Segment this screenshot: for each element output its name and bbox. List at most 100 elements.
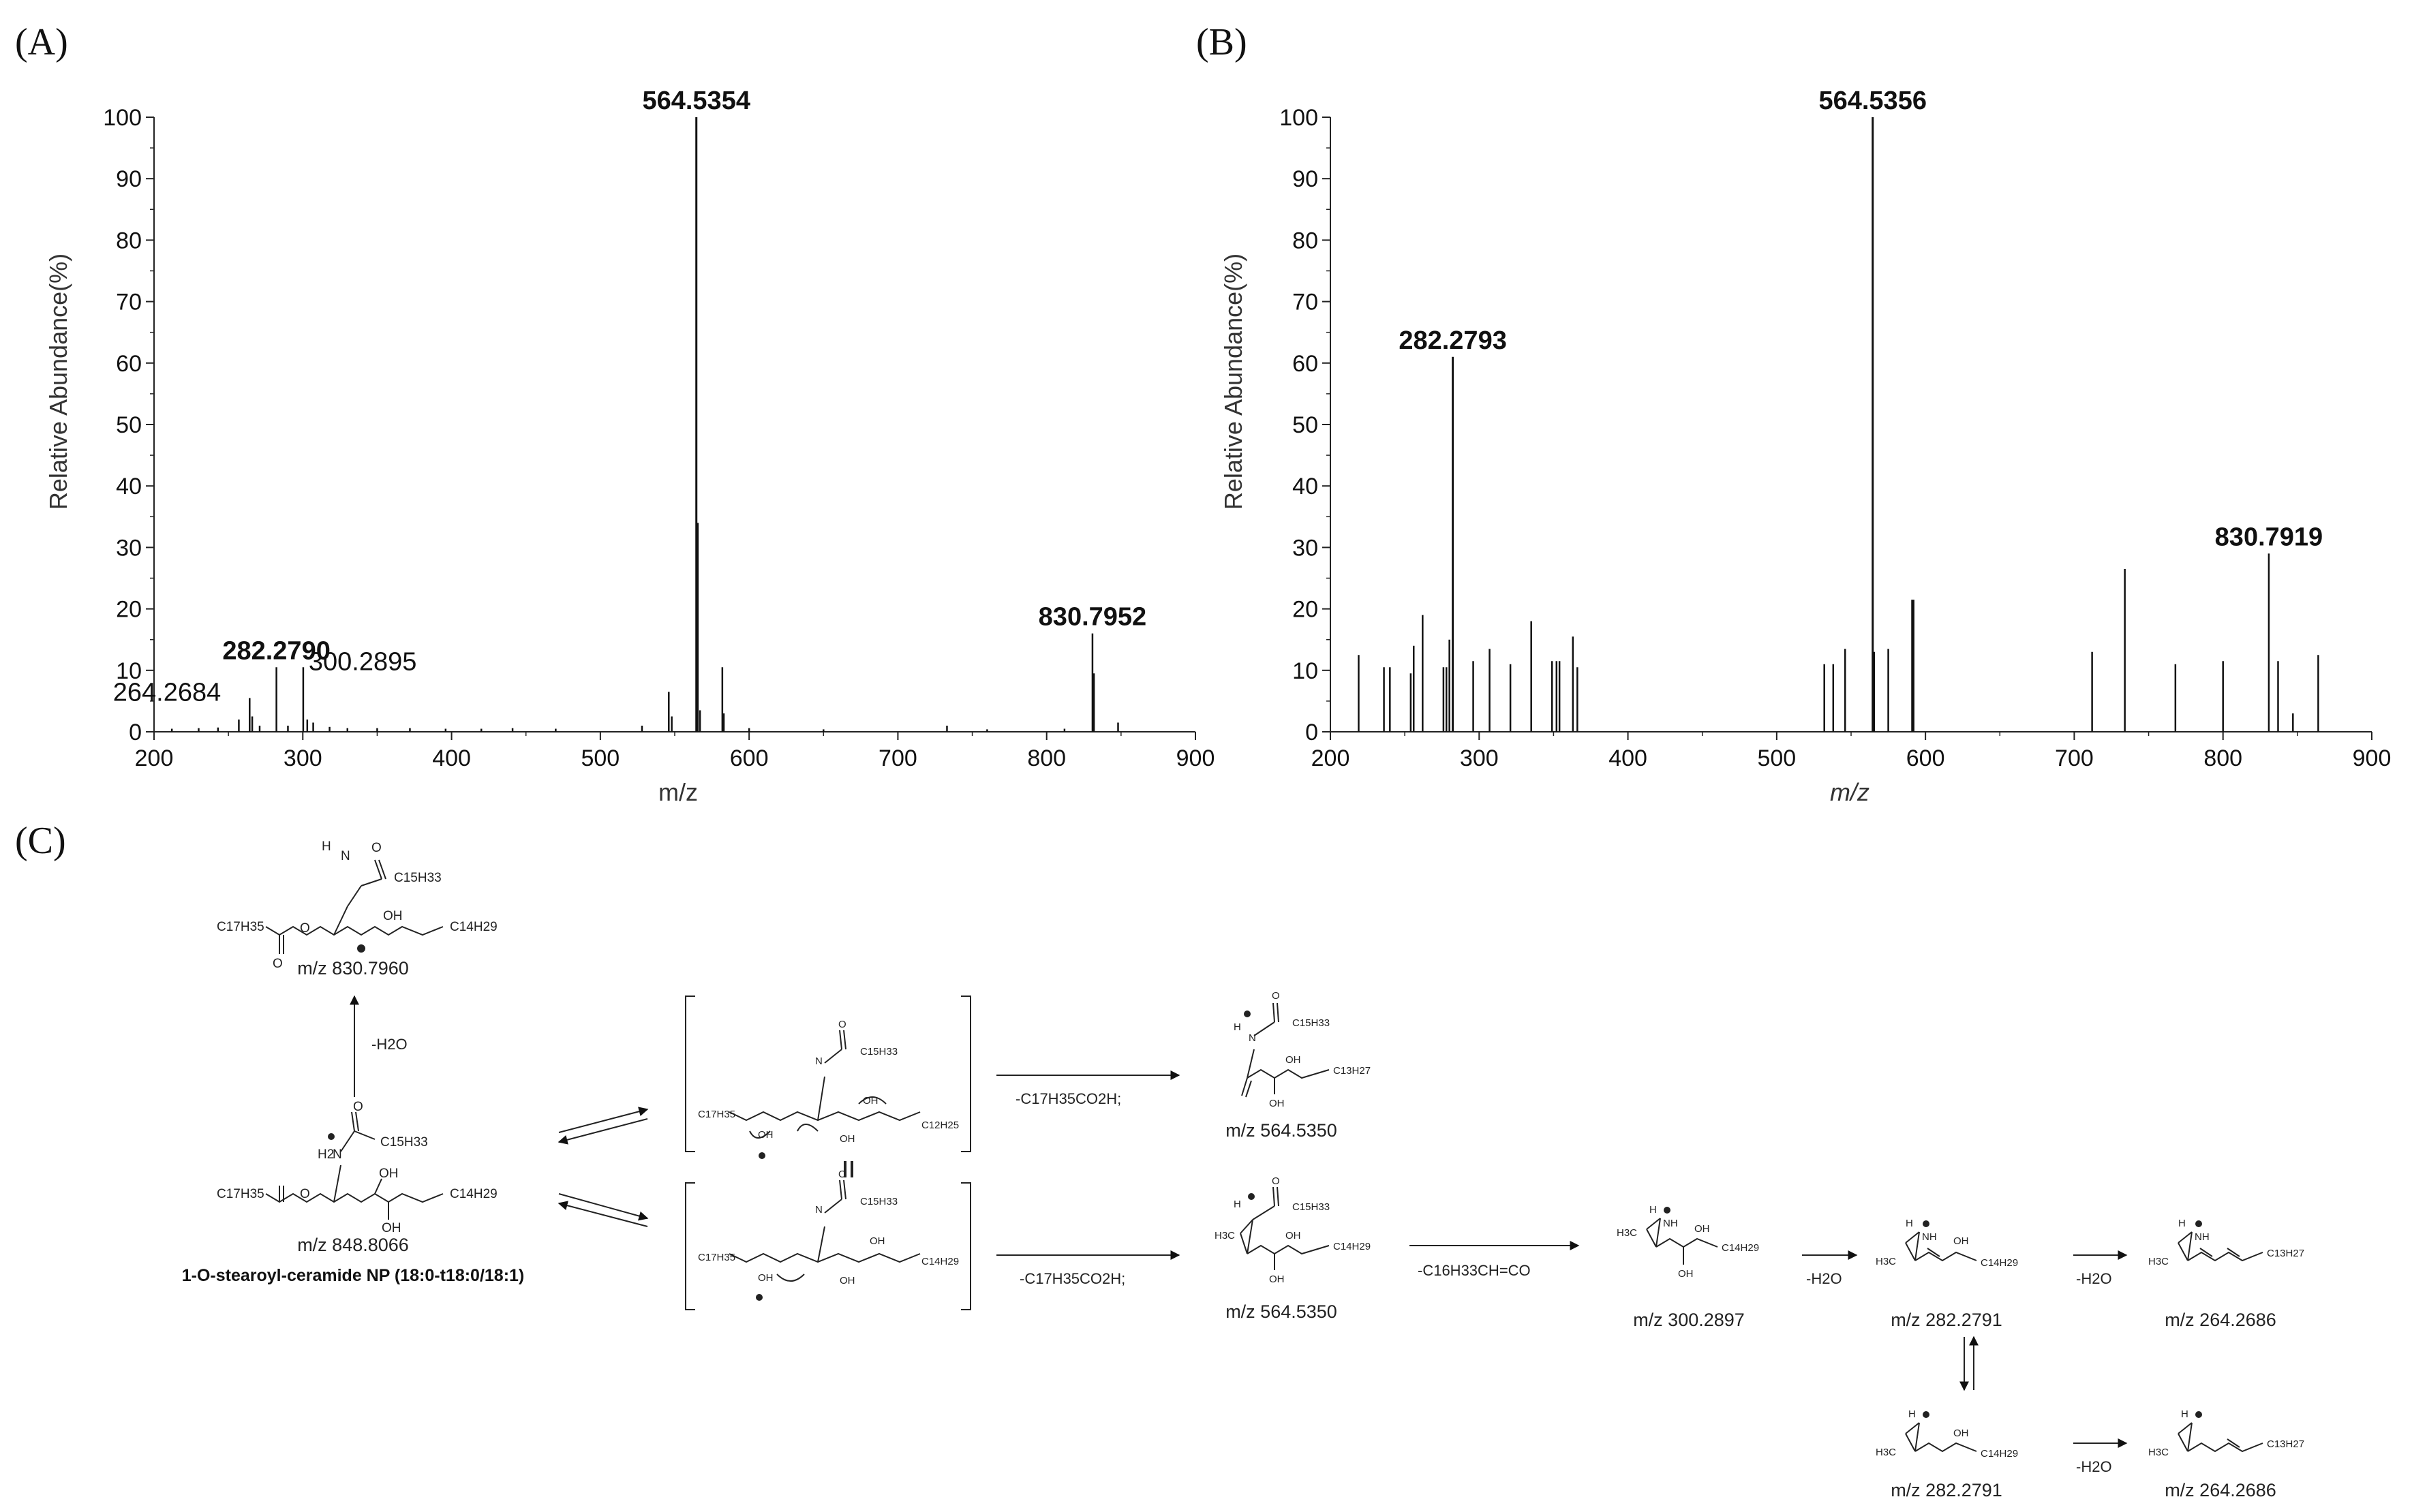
c15h33-prec: C15H33 (380, 1135, 428, 1150)
bracket-upper (685, 996, 971, 1159)
oc-prec: O (353, 1100, 363, 1114)
c15h33-up: C15H33 (860, 1046, 898, 1058)
fragmentation-scheme: C17H35 O O N H O C15H33 OH C14H29 C17H35… (217, 839, 2304, 1475)
y-tick-label: 90 (1292, 166, 1318, 192)
n-up: N (815, 1055, 823, 1067)
mz-300: m/z 300.2897 (1633, 1310, 1745, 1330)
y-tick-label: 20 (1292, 597, 1318, 623)
o2-830: O (273, 957, 283, 971)
c12h25-up: C12H25 (921, 1120, 959, 1131)
oh-830: OH (383, 909, 403, 923)
y-tick-label: 90 (116, 166, 142, 192)
y-tick-label: 80 (1292, 228, 1318, 253)
step-ketene: -C16H33CH=CO (1418, 1262, 1531, 1279)
peak-label: 830.7919 (2215, 523, 2323, 551)
y-tick-label: 20 (116, 597, 142, 623)
h-300: H (1649, 1204, 1657, 1216)
x-tick-label: 900 (2353, 745, 2392, 771)
c17h35-up: C17H35 (698, 1109, 735, 1120)
peak-label: 264.2684 (113, 678, 222, 707)
structure-282-upper (1905, 1220, 1977, 1262)
mz-264-b: m/z 264.2686 (2165, 1480, 2276, 1500)
o-564u: O (1272, 990, 1280, 1002)
nh-264u: NH (2195, 1231, 2210, 1243)
y-tick-label: 40 (116, 474, 142, 499)
x-tick-label: 900 (1176, 745, 1215, 771)
h-282l: H (1908, 1408, 1916, 1420)
structure-830 (265, 859, 444, 954)
panel-label-a: (A) (15, 21, 68, 63)
bracket-lower (685, 1179, 971, 1310)
c14h29-prec: C14H29 (450, 1187, 498, 1201)
x-tick-label: 600 (730, 745, 769, 771)
step-h2o-up: -H2O (371, 1036, 408, 1053)
c14h29-300: C14H29 (1722, 1242, 1759, 1254)
xlabel-b: m/z (1830, 778, 1869, 806)
y-tick-label: 30 (116, 535, 142, 561)
oh-300-b: OH (1678, 1268, 1694, 1280)
oc-830: O (371, 841, 382, 855)
structure-282-lower (1905, 1411, 1977, 1453)
x-tick-label: 400 (432, 745, 471, 771)
oh-up-b: OH (863, 1095, 879, 1107)
y-tick-label: 40 (1292, 474, 1318, 499)
oh-564l-a: OH (1285, 1230, 1301, 1241)
h-564u: H (1234, 1021, 1241, 1033)
oh-282l: OH (1953, 1428, 1969, 1439)
h-282u: H (1906, 1218, 1913, 1229)
oh-up-a: OH (758, 1129, 774, 1141)
nh-564u: N (1249, 1032, 1256, 1044)
mz-282-a: m/z 282.2791 (1891, 1310, 2002, 1330)
c13h27-564u: C13H27 (1333, 1065, 1371, 1077)
c13h27-264u: C13H27 (2267, 1248, 2304, 1259)
x-tick-label: 300 (1460, 745, 1499, 771)
x-tick-label: 200 (135, 745, 174, 771)
c17h35-830: C17H35 (217, 920, 264, 934)
h3c-282u: H3C (1876, 1256, 1896, 1267)
y-tick-label: 50 (116, 412, 142, 438)
oh1-prec: OH (379, 1167, 399, 1181)
spectrum-a: Relative Abundance(%) m/z 0 10 20 30 40 50 60 7… (44, 87, 1215, 806)
peak-label: 300.2895 (309, 647, 417, 676)
peak-label: 564.5354 (642, 87, 750, 115)
oh-lo-b: OH (870, 1235, 885, 1247)
x-tick-label: 400 (1608, 745, 1647, 771)
y-tick-label: 70 (1292, 290, 1318, 315)
c15h33-564u: C15H33 (1292, 1017, 1330, 1029)
c17h35-lo: C17H35 (698, 1252, 735, 1263)
mz-848: m/z 848.8066 (297, 1235, 409, 1255)
peak-label: 830.7952 (1039, 603, 1147, 632)
y-tick-label: 80 (116, 228, 142, 253)
mz-564-b: m/z 564.5350 (1225, 1301, 1337, 1322)
panel-label-b: (B) (1196, 21, 1247, 63)
c14h29-830: C14H29 (450, 920, 498, 934)
structure-264-upper (2178, 1220, 2263, 1262)
y-tick-label: 10 (116, 658, 142, 684)
y-tick-label: 60 (116, 351, 142, 377)
step-h2o-2: -H2O (2076, 1270, 2112, 1287)
h3c-564l: H3C (1215, 1230, 1235, 1241)
xlabel-a: m/z (658, 778, 698, 806)
h3c-264l: H3C (2148, 1447, 2169, 1458)
y-tick-label: 30 (1292, 535, 1318, 561)
h3c-282l: H3C (1876, 1447, 1896, 1458)
o-lo: O (838, 1169, 846, 1180)
y-tick-label: 50 (1292, 412, 1318, 438)
x-tick-label: 300 (284, 745, 322, 771)
mz-264-a: m/z 264.2686 (2165, 1310, 2276, 1330)
x-tick-label: 800 (1027, 745, 1066, 771)
mz-282-b: m/z 282.2791 (1891, 1480, 2002, 1500)
y-tick-label: 60 (1292, 351, 1318, 377)
structure-564-lower (1240, 1186, 1330, 1270)
ylabel-b: Relative Abundance(%) (1219, 253, 1247, 510)
peak-label: 282.2790 (222, 636, 331, 665)
h2n-prec: H2 (318, 1147, 334, 1162)
x-tick-label: 600 (1906, 745, 1945, 771)
structure-264-lower (2178, 1411, 2263, 1453)
h-264l: H (2181, 1408, 2188, 1420)
mz-564-a: m/z 564.5350 (1225, 1120, 1337, 1141)
oh-564u-b: OH (1269, 1098, 1285, 1109)
y-tick-label: 10 (1292, 658, 1318, 684)
h3c-300: H3C (1617, 1227, 1637, 1239)
